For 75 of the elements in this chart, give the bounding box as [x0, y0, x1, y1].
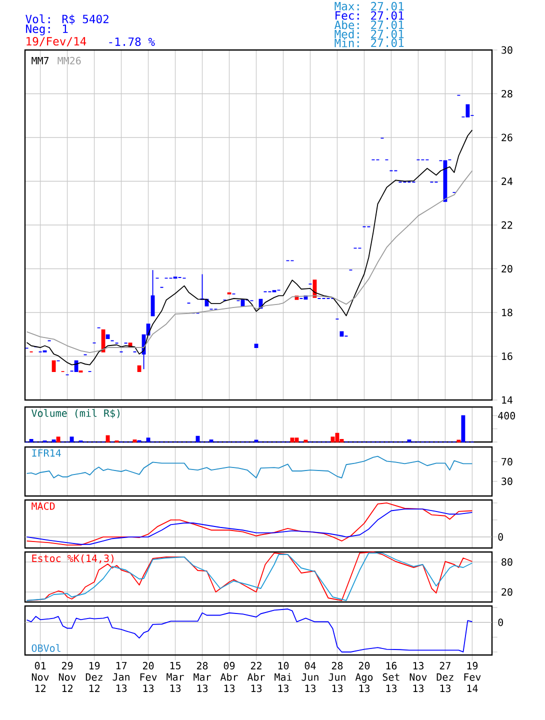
y-tick-label: 70	[502, 458, 512, 466]
y-tick-label: 80	[502, 558, 512, 566]
text: 0	[498, 533, 503, 541]
text: MM26	[58, 56, 81, 64]
text: Vol: R$ 5402	[26, 14, 108, 25]
y-tick-label: 14	[502, 396, 512, 404]
text: 27.01	[371, 2, 404, 10]
bar	[461, 415, 466, 442]
text: 27.01	[371, 38, 404, 48]
y-tick-label: 18	[502, 308, 512, 316]
bar	[209, 440, 214, 442]
x-tick-label: 13 Nov 13	[410, 662, 427, 692]
text: Min:	[334, 38, 359, 48]
bar	[132, 440, 137, 442]
text: -1.78 %	[109, 37, 155, 46]
x-tick-label: 28 Jun 13	[328, 662, 346, 692]
text: Max:	[334, 2, 359, 10]
bar	[294, 438, 299, 442]
bar	[335, 432, 340, 442]
x-tick-label: 04 Jun 13	[302, 662, 318, 692]
y-tick-label: 16	[502, 352, 512, 360]
bar	[330, 436, 335, 442]
x-tick-label: 17 Jan 13	[112, 662, 130, 692]
bar	[52, 440, 56, 442]
x-tick-label: 16 Set 13	[382, 662, 400, 692]
x-tick-label: 15 Mar 13	[166, 662, 184, 692]
x-tick-label: 20 Ago 13	[355, 662, 373, 692]
candlestick	[254, 344, 258, 348]
bar	[106, 435, 110, 442]
bar	[290, 438, 294, 442]
y-tick-label: 24	[502, 178, 512, 185]
y-tick-label: 22	[502, 221, 512, 229]
text: 27.01	[371, 11, 404, 20]
text: 27.01	[371, 30, 404, 38]
text: 0	[498, 618, 503, 626]
text: Med:	[334, 30, 359, 38]
x-tick-label: 01 Nov 12	[32, 662, 49, 692]
bar	[407, 440, 412, 442]
text: MM7	[32, 57, 49, 64]
x-tick-label: 19 Dez 12	[86, 662, 102, 692]
x-tick-label: 28 Mar 13	[194, 662, 211, 692]
x-tick-label: 20 Fev 13	[140, 662, 157, 692]
x-tick-label: 10 Mai 13	[274, 662, 292, 692]
candlestick	[52, 360, 56, 372]
text: 27.01	[371, 20, 404, 30]
series-label: Estoc %K(14,3)	[32, 554, 114, 564]
y-tick-label: 20	[502, 588, 512, 596]
bar	[70, 436, 74, 442]
text: 400	[498, 412, 516, 420]
y-tick-label: 20	[502, 264, 512, 273]
bar	[29, 438, 34, 442]
y-tick-label: 28	[502, 90, 512, 98]
text: MACD	[32, 502, 55, 510]
bar	[146, 438, 150, 442]
y-tick-label: 26	[502, 134, 512, 142]
x-tick-label: 09 Abr 13	[220, 662, 238, 692]
text: 19/Fev/14	[26, 36, 86, 46]
x-tick-label: 22 Abr 13	[247, 662, 265, 692]
x-tick-label: 29 Nov 12	[58, 662, 76, 692]
y-tick-label: 30	[502, 478, 512, 486]
text: Fec:	[336, 11, 359, 20]
bar	[56, 436, 60, 442]
bar	[196, 436, 200, 442]
series-label: IFR14	[32, 449, 61, 457]
text: OBVol	[32, 644, 60, 652]
x-tick-label: 27 Dez 13	[436, 662, 454, 692]
text: Neg: 1	[26, 24, 68, 36]
chart-title: Volume (mil R$)	[32, 409, 120, 418]
text: Abe:	[334, 20, 359, 30]
candlestick	[106, 334, 110, 340]
x-tick-label: 19 Fev 14	[464, 662, 481, 692]
candlestick	[466, 104, 470, 118]
y-tick-label: 30	[502, 46, 512, 54]
line-series	[26, 456, 473, 478]
candlestick	[137, 365, 142, 372]
